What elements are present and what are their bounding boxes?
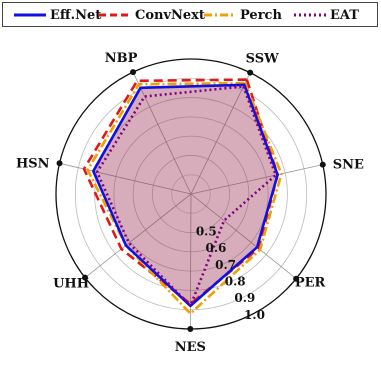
axis-end-dot <box>130 69 137 76</box>
axis-end-dot <box>82 274 89 281</box>
axis-end-dot <box>56 160 63 167</box>
axis-spoke <box>132 71 192 195</box>
axis-label-uhh: UHH <box>53 277 89 292</box>
axis-spoke <box>190 164 323 195</box>
axis-label-nbp: NBP <box>105 51 138 66</box>
label-layer: 0.5 0.6 0.7 0.8 0.9 1.0 SSW SNE PER NES UHH HSN NBP <box>16 51 364 355</box>
legend-label: Perch <box>240 7 282 23</box>
series-line-eat <box>95 85 278 308</box>
r-tick-label: 1.0 <box>244 308 265 322</box>
grid <box>55 58 327 332</box>
grid-ring <box>74 77 308 311</box>
axis-spoke <box>190 193 297 280</box>
axis-end-dot <box>293 275 300 282</box>
legend-label: Eff.Net <box>50 7 102 23</box>
legend-label: EAT <box>330 7 359 23</box>
legend-swatch-perch-icon <box>204 13 236 17</box>
axis-label-per: PER <box>295 276 326 291</box>
legend-item-eat: EAT <box>293 7 359 23</box>
axis-spoke <box>84 193 192 278</box>
axis-end-dot <box>247 69 254 76</box>
r-tick-label: 0.7 <box>215 258 236 272</box>
series-layer <box>82 78 283 315</box>
r-tick-label: 0.9 <box>234 291 255 305</box>
r-tick-label: 0.5 <box>196 224 217 238</box>
series-fill-effnet <box>93 84 278 306</box>
legend: Eff.Net ConvNext Perch EAT <box>2 2 378 27</box>
legend-item-convnext: ConvNext <box>98 7 205 23</box>
axis-label-ssw: SSW <box>246 52 279 67</box>
legend-label: ConvNext <box>135 7 205 23</box>
axis-end-dot <box>319 161 326 168</box>
axis-label-sne: SNE <box>333 158 364 173</box>
axis-label-nes: NES <box>175 340 206 355</box>
r-tick-label: 0.6 <box>205 241 226 255</box>
axis-spoke <box>59 162 192 195</box>
r-tick-label: 0.8 <box>225 275 246 289</box>
axis-label-hsn: HSN <box>16 156 50 171</box>
legend-item-perch: Perch <box>203 7 282 23</box>
legend-swatch-effnet-icon <box>14 13 46 17</box>
series-line-effnet <box>92 83 279 308</box>
legend-item-effnet: Eff.Net <box>13 7 101 23</box>
legend-swatch-eat-icon <box>294 13 326 17</box>
axis-end-dot <box>187 325 194 332</box>
axis-spoke <box>190 72 251 195</box>
legend-swatch-convnext-icon <box>99 13 131 17</box>
series-line-perch <box>86 81 283 315</box>
